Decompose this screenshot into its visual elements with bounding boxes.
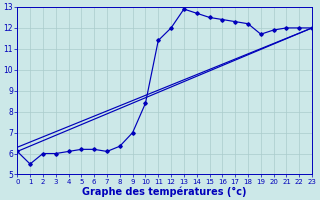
X-axis label: Graphe des températures (°c): Graphe des températures (°c) bbox=[83, 186, 247, 197]
